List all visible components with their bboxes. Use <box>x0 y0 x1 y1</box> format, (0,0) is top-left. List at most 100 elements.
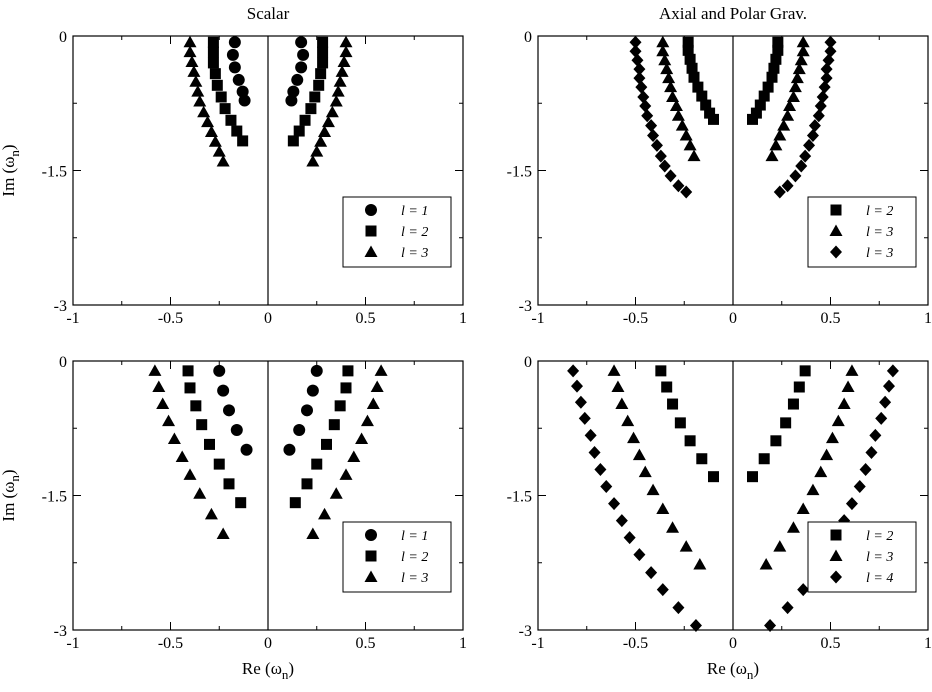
x-tick-label: -0.5 <box>158 635 183 652</box>
data-point-mirror <box>680 185 693 199</box>
data-point <box>747 471 758 483</box>
data-point-mirror <box>656 44 670 57</box>
data-point-mirror <box>571 379 583 393</box>
data-point <box>334 400 346 412</box>
data-point <box>794 53 808 66</box>
data-point <box>313 79 325 91</box>
data-point <box>837 397 851 410</box>
data-point <box>759 558 773 570</box>
data-point-mirror <box>656 35 670 48</box>
data-point-mirror <box>236 85 249 98</box>
data-point-mirror <box>238 94 251 107</box>
data-point <box>325 105 339 118</box>
data-point <box>772 36 784 48</box>
data-point <box>347 450 361 462</box>
x-tick-label: 0 <box>264 635 272 652</box>
x-tick-label: 1 <box>924 635 932 652</box>
data-point <box>773 185 786 199</box>
data-point <box>306 384 319 397</box>
data-point-mirror <box>183 45 197 58</box>
data-point-mirror <box>627 431 641 444</box>
legend-label: l = 4 <box>866 571 893 586</box>
legend-box <box>807 196 917 268</box>
series-2 <box>607 364 859 570</box>
data-point <box>285 94 298 107</box>
data-point-mirror <box>201 115 215 128</box>
data-point-mirror <box>662 71 676 84</box>
data-point-mirror <box>672 601 685 615</box>
data-point-mirror <box>656 583 669 597</box>
data-point-mirror <box>235 497 247 509</box>
data-point-mirror <box>187 65 201 77</box>
data-point <box>781 601 794 615</box>
x-axis-label: Re (ωn) <box>707 659 759 682</box>
legend-marker <box>830 570 842 584</box>
data-point <box>339 35 353 48</box>
data-point-mirror <box>664 169 677 183</box>
data-point-mirror <box>623 531 636 545</box>
legend-label: l = 3 <box>401 246 428 261</box>
series-3 <box>148 364 388 540</box>
data-point-mirror <box>633 62 646 76</box>
data-point <box>339 468 353 480</box>
data-point <box>366 397 380 410</box>
x-tick-label: 0.5 <box>821 310 841 327</box>
y-axis-label: Im (ωn) <box>0 469 22 521</box>
data-point <box>879 395 892 409</box>
data-point-mirror <box>672 179 685 193</box>
data-point-mirror <box>658 53 672 66</box>
data-point-mirror <box>152 380 166 393</box>
data-point <box>883 379 895 393</box>
panel-3: -1 -0.5 0 0.5 1 0 -1.5 -3 Im (ωn) Re (ωn) l = 1 l =… <box>0 354 467 682</box>
data-point-mirror <box>213 458 225 470</box>
data-point <box>795 159 808 173</box>
data-point <box>293 424 306 437</box>
data-point <box>754 99 766 111</box>
data-point <box>758 90 770 102</box>
data-point-mirror <box>196 419 208 431</box>
x-tick-label: -1 <box>531 310 544 327</box>
data-point <box>806 129 819 143</box>
data-point <box>317 46 329 58</box>
data-point-mirror <box>213 364 226 377</box>
y-tick-label: 0 <box>59 354 67 371</box>
data-point-mirror <box>679 540 693 552</box>
legend-marker <box>365 204 377 216</box>
data-point <box>773 129 787 141</box>
x-tick-label: 1 <box>459 635 467 652</box>
data-point-mirror <box>679 129 693 141</box>
data-point <box>831 414 845 427</box>
data-point-mirror <box>641 109 654 123</box>
data-point <box>747 113 758 125</box>
data-point <box>301 478 313 490</box>
data-point-mirror <box>633 71 646 85</box>
legend-label: l = 3 <box>866 550 893 565</box>
panel-4: -1 -0.5 0 0.5 1 0 -1.5 -3 Re (ωn) l = 2 l = 3 l = 4 <box>507 354 932 682</box>
legend-marker <box>829 224 843 236</box>
data-point <box>318 507 332 520</box>
data-point-mirror <box>671 109 685 121</box>
series-1 <box>655 365 811 483</box>
data-point-mirror <box>225 114 237 126</box>
legend-marker <box>365 225 377 237</box>
series-1 <box>682 36 784 125</box>
data-point <box>845 497 858 511</box>
legend-box <box>342 521 452 593</box>
data-point-mirror <box>584 428 597 442</box>
data-point <box>764 619 777 633</box>
data-point <box>305 103 317 115</box>
legend-marker <box>830 245 842 259</box>
data-point-mirror <box>689 619 702 633</box>
panel-title: Axial and Polar Grav. <box>659 4 807 23</box>
x-tick-label: -1 <box>531 635 544 652</box>
data-point-mirror <box>208 135 222 147</box>
data-point <box>796 35 810 48</box>
data-point-mirror <box>660 62 674 75</box>
data-point <box>780 417 792 429</box>
data-point <box>374 364 388 376</box>
data-point <box>329 487 343 499</box>
data-point <box>750 107 762 119</box>
data-point-mirror <box>240 443 253 456</box>
data-point <box>321 115 335 128</box>
data-point-mirror <box>696 453 708 465</box>
